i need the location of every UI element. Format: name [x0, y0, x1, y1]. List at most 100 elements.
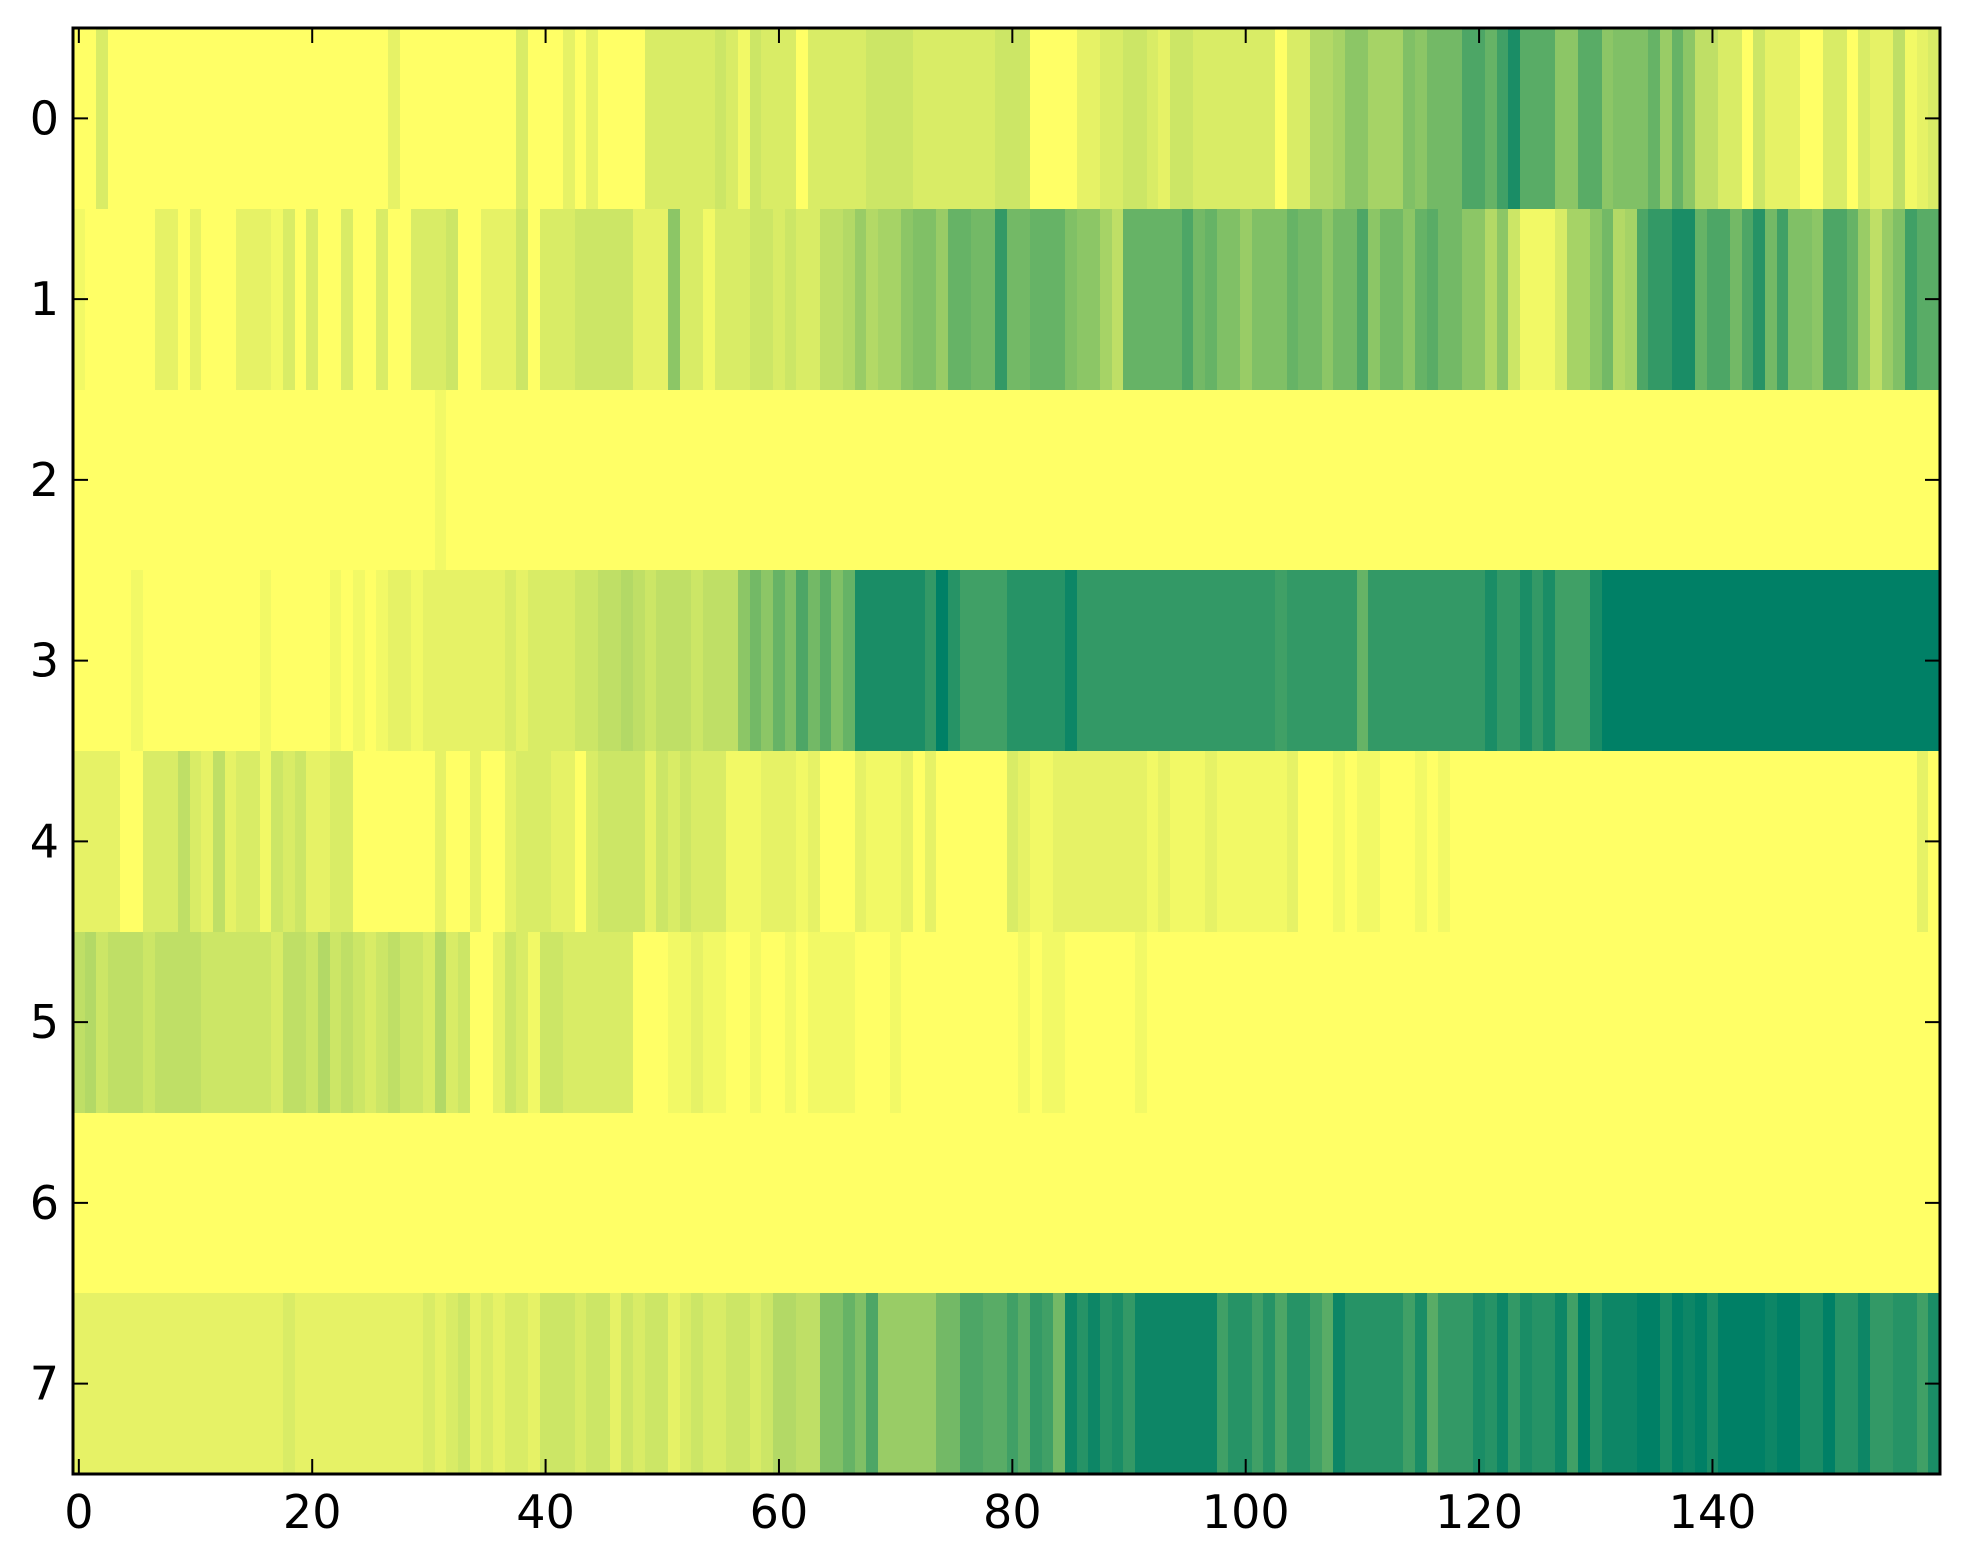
heatmap-cell [1672, 28, 1683, 209]
heatmap-cell [1613, 209, 1625, 390]
heatmap-cell [645, 1293, 668, 1474]
heatmap-cell [1077, 570, 1275, 751]
heatmap-cell [341, 209, 353, 390]
heatmap-cell [190, 209, 201, 390]
heatmap-cell [1438, 209, 1462, 390]
heatmap-cell [866, 751, 901, 932]
heatmap-cell [936, 751, 1007, 932]
heatmap-cell [201, 932, 271, 1113]
heatmap-cell [1298, 751, 1333, 932]
heatmap-cell [1368, 570, 1485, 751]
heatmap-cell [1147, 751, 1158, 932]
heatmap-cell [376, 932, 388, 1113]
x-tick-label: 40 [516, 1485, 575, 1539]
heatmap-cell [1555, 209, 1567, 390]
heatmap-cell [633, 1293, 645, 1474]
heatmap-cell [1462, 28, 1485, 209]
heatmap-cell [633, 209, 668, 390]
heatmap-cell [668, 751, 680, 932]
heatmap-cell [516, 751, 551, 932]
heatmap-cell [1415, 28, 1427, 209]
heatmap-cell [528, 209, 540, 390]
heatmap-cell [1018, 932, 1030, 1113]
heatmap-cell [750, 28, 761, 209]
heatmap-cell [1065, 1293, 1077, 1474]
heatmap-cell [1602, 570, 1940, 751]
x-tick-label: 100 [1202, 1485, 1290, 1539]
heatmap-cell [1287, 751, 1298, 932]
heatmap-cell [1905, 209, 1917, 390]
heatmap-cell [528, 1293, 540, 1474]
heatmap-cell [925, 570, 936, 751]
heatmap-cell [1788, 209, 1812, 390]
heatmap-cell [1847, 209, 1858, 390]
heatmap-cell [1380, 209, 1403, 390]
heatmap-cell [575, 1293, 586, 1474]
heatmap-cell [108, 28, 388, 209]
heatmap-cell [913, 28, 995, 209]
heatmap-cell [1065, 209, 1077, 390]
heatmap-row-0 [73, 28, 1940, 209]
heatmap-cell [330, 570, 341, 751]
heatmap-cell [1450, 751, 1917, 932]
heatmap-cell [1660, 28, 1672, 209]
heatmap-cell [1613, 28, 1648, 209]
heatmap-cell [190, 751, 201, 932]
heatmap-cell [435, 1293, 446, 1474]
heatmap-cell [598, 28, 645, 209]
heatmap-cell [1042, 1293, 1053, 1474]
heatmap-cell [1555, 28, 1578, 209]
heatmap-cell [843, 570, 855, 751]
heatmap-cell [1438, 751, 1450, 932]
heatmap-cell [785, 209, 796, 390]
heatmap-cell [1217, 209, 1240, 390]
heatmap-cell [1777, 1293, 1800, 1474]
heatmap-cell [1158, 28, 1170, 209]
heatmap-cell [1170, 751, 1205, 932]
heatmap-cell [1917, 28, 1928, 209]
heatmap-cell [855, 932, 890, 1113]
heatmap-cell [388, 28, 400, 209]
heatmap-cell [155, 209, 178, 390]
heatmap-cell [283, 751, 295, 932]
heatmap-cell [1520, 1293, 1532, 1474]
heatmap-cell [645, 751, 656, 932]
heatmap-cell [1065, 570, 1077, 751]
heatmap-cell [878, 1293, 936, 1474]
heatmap-cell [458, 932, 470, 1113]
heatmap-cell [283, 209, 295, 390]
heatmap-cell [365, 570, 376, 751]
heatmap-cell [1893, 28, 1905, 209]
heatmap-cell [1858, 28, 1870, 209]
heatmap-cell [318, 209, 341, 390]
heatmap-cell [1917, 1293, 1928, 1474]
heatmap-cell [446, 751, 470, 932]
heatmap-cell [1695, 209, 1707, 390]
heatmap-cell [73, 1113, 1940, 1293]
heatmap-cell [925, 751, 936, 932]
heatmap-cell [1415, 751, 1427, 932]
heatmap-cell [1835, 1293, 1858, 1474]
heatmap-cell [143, 751, 178, 932]
heatmap-cell [610, 1293, 621, 1474]
heatmap-cell [1812, 209, 1823, 390]
heatmap-cell [330, 751, 353, 932]
heatmap-cell [703, 570, 738, 751]
heatmap-cell [1275, 570, 1287, 751]
heatmap-cell [1345, 751, 1357, 932]
heatmap-cell [85, 932, 96, 1113]
heatmap-cell [866, 209, 878, 390]
heatmap-cell [493, 932, 505, 1113]
heatmap-row-6 [73, 1113, 1940, 1293]
heatmap-cell [341, 570, 353, 751]
heatmap-cell [1380, 751, 1415, 932]
heatmap-cell [353, 570, 365, 751]
y-tick-label: 6 [30, 1176, 59, 1230]
heatmap-cell [1765, 209, 1777, 390]
heatmap-cell [750, 932, 761, 1113]
heatmap-cell [1018, 1293, 1030, 1474]
heatmap-cell [1077, 209, 1100, 390]
heatmap-cell [668, 932, 691, 1113]
heatmap-cell [1345, 28, 1368, 209]
heatmap-cell [283, 1293, 295, 1474]
